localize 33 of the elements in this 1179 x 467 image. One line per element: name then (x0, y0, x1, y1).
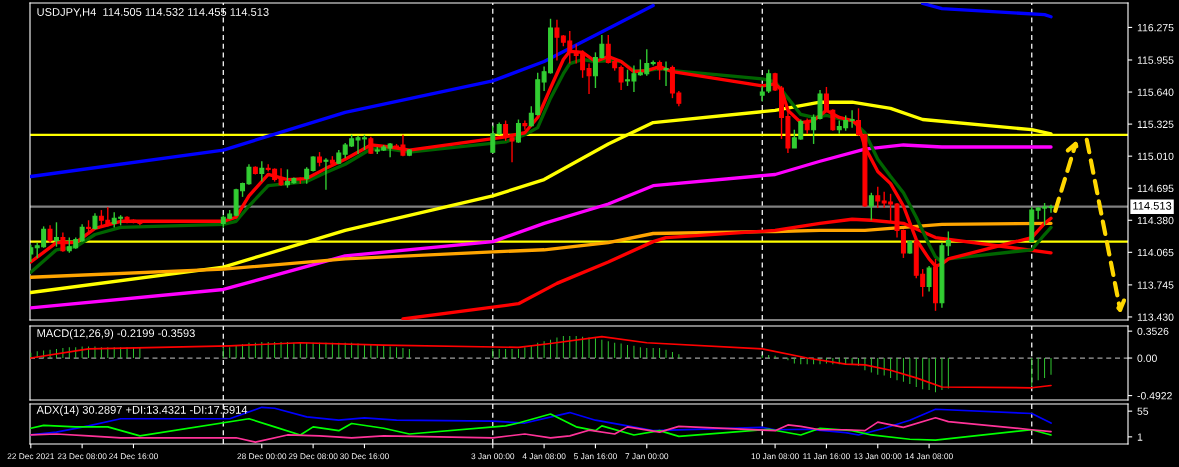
y-tick-label: 115.325 (1137, 120, 1174, 128)
chart-title: USDJPY,H4 114.505 114.532 114.455 114.513 (37, 8, 269, 18)
x-tick-label: 24 Dec 16:00 (109, 453, 158, 460)
y-tick-label: 0.3526 (1137, 327, 1169, 336)
x-tick-label: 23 Dec 08:00 (57, 453, 107, 460)
y-tick-label: 114.065 (1137, 248, 1174, 257)
x-tick-label: 3 Jan 00:00 (471, 453, 515, 460)
x-tick-label: 30 Dec 16:00 (339, 453, 389, 460)
x-tick-label: 4 Jan 08:00 (522, 453, 566, 460)
y-tick-label: 116.275 (1137, 23, 1174, 32)
y-tick-label: 114.695 (1137, 184, 1174, 193)
chart-title: MACD(12,26,9) -0.2199 -0.3593 (37, 328, 195, 340)
y-tick-label: -0.4922 (1137, 392, 1172, 400)
y-tick-label: 115.640 (1137, 88, 1174, 96)
x-tick-label: 7 Jan 00:00 (625, 453, 669, 460)
x-tick-label: 28 Dec 00:00 (237, 453, 287, 460)
ref-line-label: 114.513 (1133, 201, 1172, 210)
x-tick-label: 14 Jan 08:00 (905, 453, 953, 460)
y-tick-label: 115.955 (1137, 56, 1174, 64)
x-tick-label: 29 Dec 08:00 (288, 453, 338, 460)
x-tick-label: 11 Jan 16:00 (803, 453, 850, 460)
x-tick-label: 22 Dec 2021 (7, 453, 55, 460)
x-tick-label: 5 Jan 16:00 (574, 453, 617, 460)
y-tick-label: 115.010 (1137, 152, 1174, 161)
y-tick-label: 114.380 (1137, 216, 1174, 225)
y-tick-label: 1 (1137, 433, 1143, 441)
chart-title: ADX(14) 30.2897 +DI:13.4321 -DI:17.5914 (36, 405, 248, 416)
y-tick-label: 113.430 (1137, 313, 1174, 321)
x-tick-label: 13 Jan 00:00 (854, 453, 902, 460)
y-tick-label: 0.00 (1137, 354, 1157, 362)
y-tick-label: 113.745 (1137, 281, 1174, 289)
x-tick-label: 10 Jan 08:00 (751, 453, 799, 460)
y-tick-label: 55 (1137, 407, 1149, 416)
